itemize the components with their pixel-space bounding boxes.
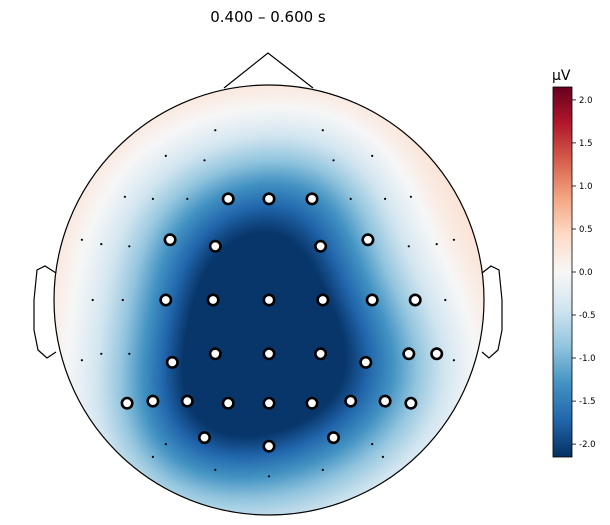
sensor: [384, 197, 387, 200]
sensor-marked: [314, 239, 328, 253]
sensor-marked: [378, 394, 392, 408]
sensor: [128, 352, 131, 355]
sensor: [409, 195, 412, 198]
sensor-marked: [180, 394, 194, 408]
sensor-marked: [305, 396, 319, 410]
colorbar-tick-label: 0.0: [579, 268, 593, 278]
colorbar-tick-label: 1.5: [579, 139, 593, 149]
sensor: [321, 468, 324, 471]
sensor: [123, 195, 126, 198]
sensor: [186, 197, 189, 200]
sensor: [100, 243, 103, 246]
colorbar-unit-label: µV: [552, 68, 571, 84]
sensor-marked: [262, 192, 276, 206]
sensor: [371, 443, 374, 446]
colorbar-tick-label: -1.0: [579, 354, 596, 364]
sensor-marked: [316, 293, 330, 307]
sensor: [80, 238, 83, 241]
sensor-marked: [120, 396, 134, 410]
sensor: [128, 245, 131, 248]
sensor-marked: [208, 347, 222, 361]
sensor: [164, 443, 167, 446]
sensor-marked: [402, 347, 416, 361]
right-ear: [481, 265, 503, 359]
head-outline: [33, 52, 503, 516]
colorbar-tick-label: -0.5: [579, 311, 596, 321]
sensor: [349, 197, 352, 200]
sensor: [203, 159, 206, 162]
sensor: [267, 475, 271, 478]
sensor-marked: [344, 394, 358, 408]
colorbar-ticks: 2.0 1.5 1.0 0.5 0.0 -0.5 -1.0 -1.5 -2.0: [572, 96, 596, 450]
head-circle: [53, 84, 485, 516]
colorbar-tick-label: 0.5: [579, 225, 593, 235]
sensor-marked: [163, 233, 177, 247]
sensor: [151, 455, 154, 458]
sensor-marked: [206, 293, 220, 307]
sensor-layer: [80, 129, 455, 478]
sensor-marked: [359, 355, 373, 369]
colorbar-tick-label: 2.0: [579, 96, 593, 106]
sensor: [164, 154, 167, 157]
sensor-marked: [262, 396, 276, 410]
sensor-marked: [165, 355, 179, 369]
sensor-marked: [221, 192, 235, 206]
sensor-marked: [430, 347, 444, 361]
sensor: [452, 238, 455, 241]
sensor-marked: [361, 233, 375, 247]
sensor: [100, 352, 103, 355]
sensor-marked: [314, 347, 328, 361]
sensor-marked: [221, 396, 235, 410]
colorbar-tick-label: -2.0: [579, 440, 596, 450]
sensor-marked: [198, 431, 212, 445]
colorbar-gradient: [552, 86, 573, 458]
colorbar-tick-label: 1.0: [579, 182, 593, 192]
sensor: [321, 129, 324, 132]
sensor: [151, 197, 154, 200]
colorbar: µV 2.0 1.5 1.0 0.5 0.0 -0.5 -1.0 -1.5 -2.0: [552, 68, 596, 458]
sensor-marked: [404, 396, 418, 410]
sensor: [407, 245, 410, 248]
colorbar-tick-label: -1.5: [579, 397, 596, 407]
sensor-marked: [159, 293, 173, 307]
left-ear: [33, 265, 57, 359]
sensor-marked: [146, 394, 160, 408]
sensor-marked: [365, 293, 379, 307]
sensor-marked: [305, 192, 319, 206]
sensor-marked: [262, 293, 276, 307]
sensor: [214, 129, 217, 132]
nose: [223, 52, 314, 89]
sensor-marked: [326, 431, 340, 445]
sensor: [371, 154, 374, 157]
sensor-marked: [208, 239, 222, 253]
sensor-marked: [408, 293, 422, 307]
sensor: [452, 359, 455, 362]
sensor-marked: [262, 347, 276, 361]
sensor: [214, 468, 217, 471]
sensor: [80, 359, 83, 362]
sensor: [121, 298, 124, 302]
chart-title: 0.400 – 0.600 s: [210, 8, 326, 26]
sensor-marked: [262, 439, 276, 453]
sensor: [332, 159, 335, 162]
sensor: [435, 243, 438, 246]
sensor: [381, 455, 384, 458]
sensor: [444, 298, 447, 302]
sensor: [91, 298, 94, 302]
